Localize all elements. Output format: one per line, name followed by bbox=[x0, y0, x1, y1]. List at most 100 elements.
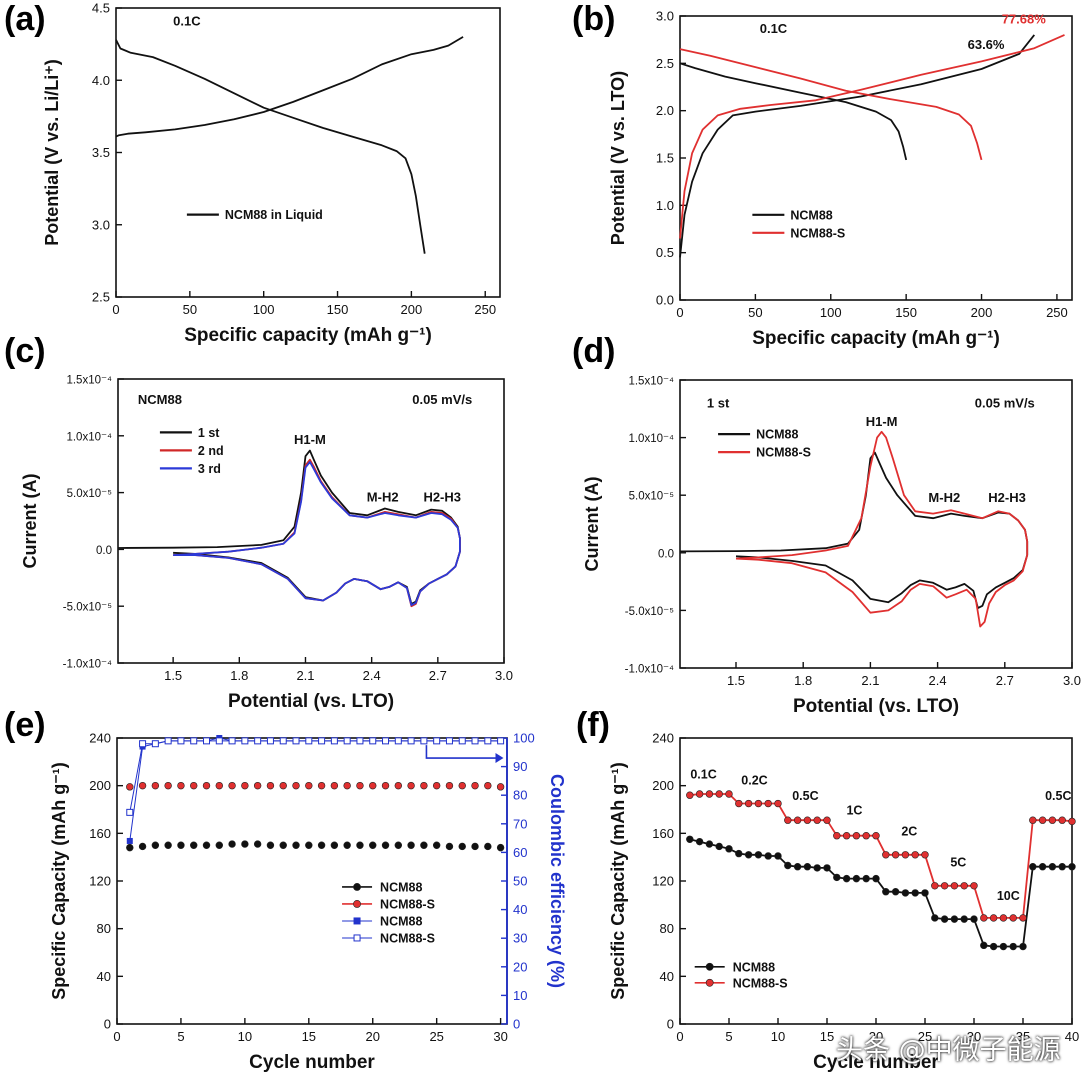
data-point bbox=[695, 837, 704, 846]
data-point bbox=[882, 888, 890, 896]
data-point bbox=[381, 781, 390, 790]
data-point bbox=[126, 843, 134, 852]
data-point bbox=[931, 882, 939, 890]
data-point bbox=[471, 842, 479, 851]
y-tick-label: 5.0x10⁻⁵ bbox=[67, 488, 113, 500]
panel-label-f: (f) bbox=[576, 706, 610, 744]
y-tick-label: 2.5 bbox=[656, 56, 674, 71]
data-point bbox=[253, 840, 262, 848]
data-point bbox=[901, 889, 910, 897]
x-tick-label: 250 bbox=[1046, 305, 1068, 320]
y-right-tick-label: 100 bbox=[513, 731, 535, 746]
x-tick-label: 1.8 bbox=[230, 668, 248, 683]
data-point bbox=[1048, 816, 1057, 824]
y-tick-label: 0.0 bbox=[96, 545, 112, 557]
data-point bbox=[254, 737, 262, 745]
data-point bbox=[852, 874, 861, 883]
data-point bbox=[343, 737, 351, 745]
panel-label-d: (d) bbox=[572, 332, 616, 370]
chart-panel-0: 0 50 100 150 200 250 2.5 3.0 3.5 4.0 4.5 Specific c… bbox=[42, 1, 501, 346]
data-point bbox=[279, 781, 287, 790]
data-point bbox=[356, 781, 364, 790]
y-tick-label: 0.0 bbox=[656, 293, 674, 308]
y-right-tick-label: 10 bbox=[513, 988, 527, 1003]
legend-label: NCM88 bbox=[790, 208, 832, 222]
data-point bbox=[931, 914, 939, 922]
panel-label-a: (a) bbox=[4, 0, 46, 38]
data-point bbox=[433, 737, 441, 745]
data-point bbox=[151, 781, 160, 790]
data-point bbox=[842, 874, 851, 883]
data-point bbox=[343, 781, 351, 790]
data-point bbox=[190, 737, 198, 745]
data-point bbox=[950, 915, 959, 923]
data-point bbox=[279, 841, 287, 849]
annotation: 0.05 mV/s bbox=[975, 396, 1035, 411]
y-tick-label: 4.5 bbox=[92, 1, 110, 16]
y-right-tick-label: 90 bbox=[513, 759, 527, 774]
y-right-axis-label: Coulombic efficiency (%) bbox=[547, 774, 567, 988]
data-point bbox=[823, 864, 831, 872]
data-point bbox=[420, 737, 428, 745]
data-point bbox=[862, 832, 870, 840]
data-point bbox=[215, 781, 223, 790]
annotation: 2C bbox=[901, 825, 917, 839]
x-axis-label: Cycle number bbox=[813, 1052, 939, 1073]
annotation: 1C bbox=[846, 803, 862, 817]
y-tick-label: 3.0 bbox=[92, 217, 110, 232]
data-point bbox=[1019, 914, 1027, 922]
legend-label: 1 st bbox=[198, 426, 220, 440]
data-point bbox=[803, 862, 812, 871]
data-point bbox=[177, 841, 185, 849]
x-axis-label: Specific capacity (mAh g⁻¹) bbox=[184, 325, 432, 346]
x-tick-label: 3.0 bbox=[495, 668, 513, 683]
data-point bbox=[695, 790, 704, 798]
y-tick-label: 2.5 bbox=[92, 290, 110, 305]
data-point bbox=[305, 841, 313, 849]
x-tick-label: 25 bbox=[918, 1029, 932, 1044]
data-point bbox=[754, 851, 763, 859]
data-point bbox=[241, 781, 249, 790]
data-point bbox=[138, 781, 147, 790]
data-point bbox=[317, 781, 326, 790]
data-point bbox=[253, 781, 262, 790]
data-point bbox=[471, 737, 479, 745]
annotation: 0.1C bbox=[760, 21, 788, 36]
legend-label: 2 nd bbox=[198, 444, 224, 458]
data-point bbox=[744, 799, 753, 808]
data-point bbox=[715, 842, 723, 851]
data-point bbox=[1009, 942, 1017, 951]
axis-arrow-head bbox=[495, 753, 504, 764]
x-tick-label: 250 bbox=[474, 302, 496, 317]
chart-panel-2: 1.5 1.8 2.1 2.4 2.7 3.0-1.0x10⁻⁴-5.0x10⁻⁵0.05… bbox=[20, 375, 513, 713]
y-tick-label: 0.0 bbox=[658, 548, 674, 560]
y-tick-label: 200 bbox=[89, 778, 111, 793]
legend-label: 3 rd bbox=[198, 462, 221, 476]
data-point bbox=[1019, 942, 1027, 951]
y-tick-label: 3.0 bbox=[656, 9, 674, 24]
y-tick-label: 1.5 bbox=[656, 151, 674, 166]
data-point bbox=[921, 851, 929, 859]
series-line-1 bbox=[115, 39, 426, 254]
x-tick-label: 2.1 bbox=[296, 668, 314, 683]
panel-label-e: (e) bbox=[4, 706, 46, 744]
series-line-0 bbox=[689, 838, 1072, 948]
x-tick-label: 0 bbox=[113, 1029, 120, 1044]
plot-frame bbox=[116, 737, 508, 1025]
data-point bbox=[1058, 862, 1066, 871]
y-axis-label: Specific Capacity (mAh g⁻¹) bbox=[49, 762, 69, 1000]
annotation: 0.1C bbox=[173, 13, 201, 28]
data-point bbox=[138, 842, 147, 851]
series-line-2 bbox=[173, 461, 461, 606]
x-tick-label: 2.4 bbox=[363, 668, 381, 683]
data-point bbox=[215, 737, 223, 745]
y-tick-label: 0 bbox=[104, 1017, 111, 1032]
data-point bbox=[1029, 862, 1037, 871]
x-tick-label: 10 bbox=[771, 1029, 785, 1044]
data-point bbox=[484, 737, 492, 745]
annotation: H1-M bbox=[866, 414, 898, 429]
x-tick-label: 0 bbox=[676, 1029, 683, 1044]
data-point bbox=[381, 841, 390, 849]
legend-label: NCM88-S bbox=[380, 931, 435, 945]
